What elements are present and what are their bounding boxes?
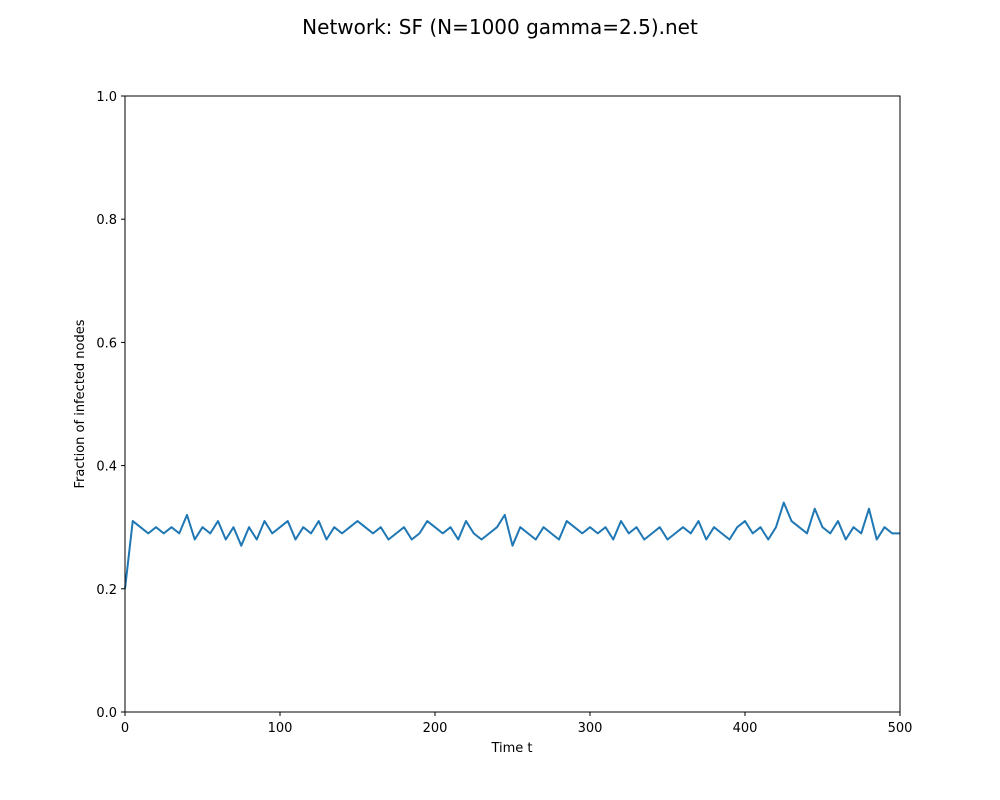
- plot-frame: [124, 95, 901, 713]
- y-tick-label: 0.2: [96, 583, 117, 598]
- x-axis-label: Time t: [490, 741, 532, 756]
- x-tick-label: 500: [888, 721, 913, 736]
- x-tick-label: 400: [733, 721, 758, 736]
- x-tick-label: 200: [423, 721, 448, 736]
- y-tick-label: 0.0: [96, 706, 117, 721]
- x-tick-label: 300: [578, 721, 603, 736]
- x-tick-label: 100: [268, 721, 293, 736]
- data-line: [124, 501, 900, 589]
- y-tick-label: 0.8: [96, 213, 117, 228]
- y-tick-label: 0.6: [96, 336, 117, 351]
- chart-title: Network: SF (N=1000 gamma=2.5).net: [302, 15, 698, 39]
- y-tick-label: 1.0: [96, 90, 117, 105]
- y-tick-label: 0.4: [96, 460, 117, 475]
- y-axis-label: Fraction of infected nodes: [73, 319, 88, 488]
- x-tick-label: 0: [121, 721, 129, 736]
